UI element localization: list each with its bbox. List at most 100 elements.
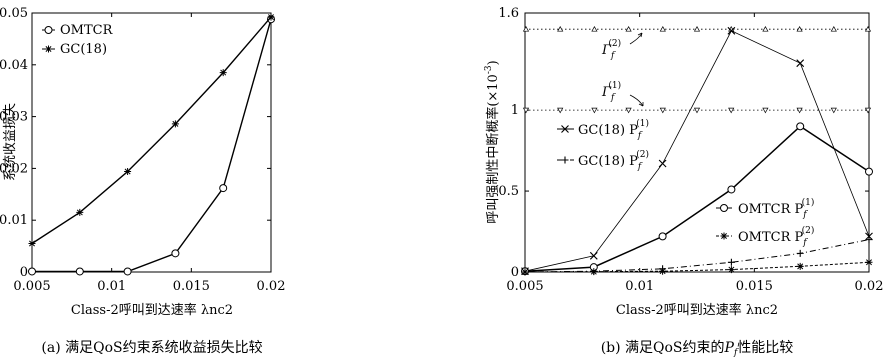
ytick-label-b: 0 [511,265,519,280]
ytick-label-a: 0.03 [0,110,28,125]
threshold-marker-0-tri [693,25,701,32]
threshold-marker-0-tri [625,25,632,32]
legend-plus-b [561,156,569,164]
series-line-b-0 [524,30,870,272]
data-point-b-3-star [865,258,873,266]
y-ticks-b: 0 0.5 1 1.6 [498,6,869,280]
ytick-label-a: 0.02 [0,161,28,176]
threshold-marker-0-tri [830,25,837,32]
threshold-marker-1 [625,107,632,114]
data-point-b-1-plus [727,258,735,266]
threshold-lines-b [522,25,872,114]
annotation-gamma1: Γf(1) [601,80,644,107]
legend-b-gc18: GC(18) Pf(1) GC(18) Pf(2) [557,118,649,172]
threshold-marker-1 [728,107,735,114]
data-point-b-0 [727,26,736,35]
legend-item-gc18-pf1: GC(18) Pf(1) [557,118,649,141]
threshold-marker-1 [762,107,769,114]
data-point-b-2 [658,232,667,241]
xtick-label-a: 0.015 [173,279,210,294]
chart-a: 0 0.01 0.02 0.03 0.04 0.05 0.005 0.01 0.015 0.02… [0,6,285,356]
data-point-b-2-circle [796,122,805,131]
y-ticks-a: 0 0.01 0.02 0.03 0.04 0.05 [0,6,271,280]
legend-item-gc18-pf2: GC(18) Pf(2) [557,149,649,172]
threshold-marker-0 [762,25,769,32]
annotation-gamma1-arrowhead [638,102,644,107]
ytick-label-a: 0.01 [0,213,28,228]
threshold-marker-1 [591,107,598,114]
legend-marker-gc18-pf1 [561,125,569,133]
threshold-marker-0-tri [659,25,666,32]
threshold-marker-1 [796,107,803,114]
threshold-marker-1 [830,107,837,114]
legend-x-b [561,125,569,133]
annotation-gamma2: Γf(2) [601,32,643,61]
data-point-a-1 [267,13,275,21]
threshold-marker-1-tri [762,107,769,114]
data-point-a-1-star [267,13,275,21]
legend-marker-omtcr-pf2 [720,232,728,240]
series-line-a-1 [31,16,272,245]
data-point-b-3-star [659,267,667,275]
ytick-label-b: 1.6 [498,6,519,21]
threshold-marker-0 [796,25,803,32]
ytick-label-b: 1 [511,103,519,118]
xtick-label-a: 0.02 [257,279,286,294]
data-point-b-1-plus [865,236,873,244]
annotation-gamma2-label: Γf(2) [601,38,621,61]
data-point-a-0-circle [171,249,180,258]
x-axis-label-b: Class-2呼叫到达速率 λnc2 [616,302,778,318]
threshold-marker-1 [522,107,530,114]
threshold-marker-1-tri [659,107,666,114]
data-point-a-1-star [219,69,227,77]
data-point-b-1-plus [796,249,804,257]
threshold-marker-1-tri [864,107,872,114]
data-point-b-3-star [590,268,598,276]
data-point-b-3 [796,262,804,270]
data-point-b-3-star [521,268,529,276]
legend-star-b-star [720,232,728,240]
legend-item-omtcr-pf1: OMTCR Pf(1) [716,197,814,220]
data-point-b-3 [659,267,667,275]
legend-item-gc18: GC(18) [42,42,107,57]
data-point-b-2-circle [865,167,873,176]
threshold-marker-0-tri [522,25,530,32]
legend-label-omtcr-pf1: OMTCR Pf(1) [738,197,814,220]
xtick-label-b: 0.02 [855,279,884,294]
threshold-marker-0-tri [591,25,598,32]
annotation-gamma1-arrow [629,94,644,107]
data-point-a-0-circle [75,267,84,276]
data-point-b-2 [865,167,873,176]
plot-frame-a [31,12,272,273]
xtick-label-a: 0.01 [97,279,126,294]
threshold-marker-0-tri [557,25,564,32]
data-point-b-0-x [727,26,736,35]
data-point-b-2-circle [727,185,736,194]
data-point-a-0-circle [123,267,132,276]
ytick-label-b: 0.5 [498,184,519,199]
series-line-b-1 [524,239,870,273]
legend-marker-omtcr [44,26,53,34]
threshold-marker-1-tri [557,107,564,114]
data-point-a-0 [171,249,180,258]
legend-label-gc18-pf1: GC(18) Pf(1) [578,118,649,141]
threshold-marker-1-tri [830,107,837,114]
threshold-marker-0 [864,25,872,32]
threshold-marker-1 [557,107,564,114]
data-point-a-1-star [124,168,132,176]
threshold-marker-1-tri [728,107,735,114]
series-line-a-0 [32,19,272,273]
ytick-label-a: 0 [20,265,28,280]
xtick-label-a: 0.005 [13,279,50,294]
legend-item-omtcr: OMTCR [42,23,114,38]
threshold-marker-0 [693,25,701,32]
data-point-b-3-star [727,266,735,274]
threshold-marker-0 [830,25,837,32]
caption-b: (b) 满足QoS约束的Pf性能比较 [601,340,794,358]
data-point-a-1 [124,168,132,176]
data-point-b-2 [796,122,805,131]
data-point-a-1-star [76,208,84,216]
threshold-marker-1-tri [522,107,530,114]
data-point-a-0-circle [28,267,36,276]
data-point-b-3 [590,268,598,276]
